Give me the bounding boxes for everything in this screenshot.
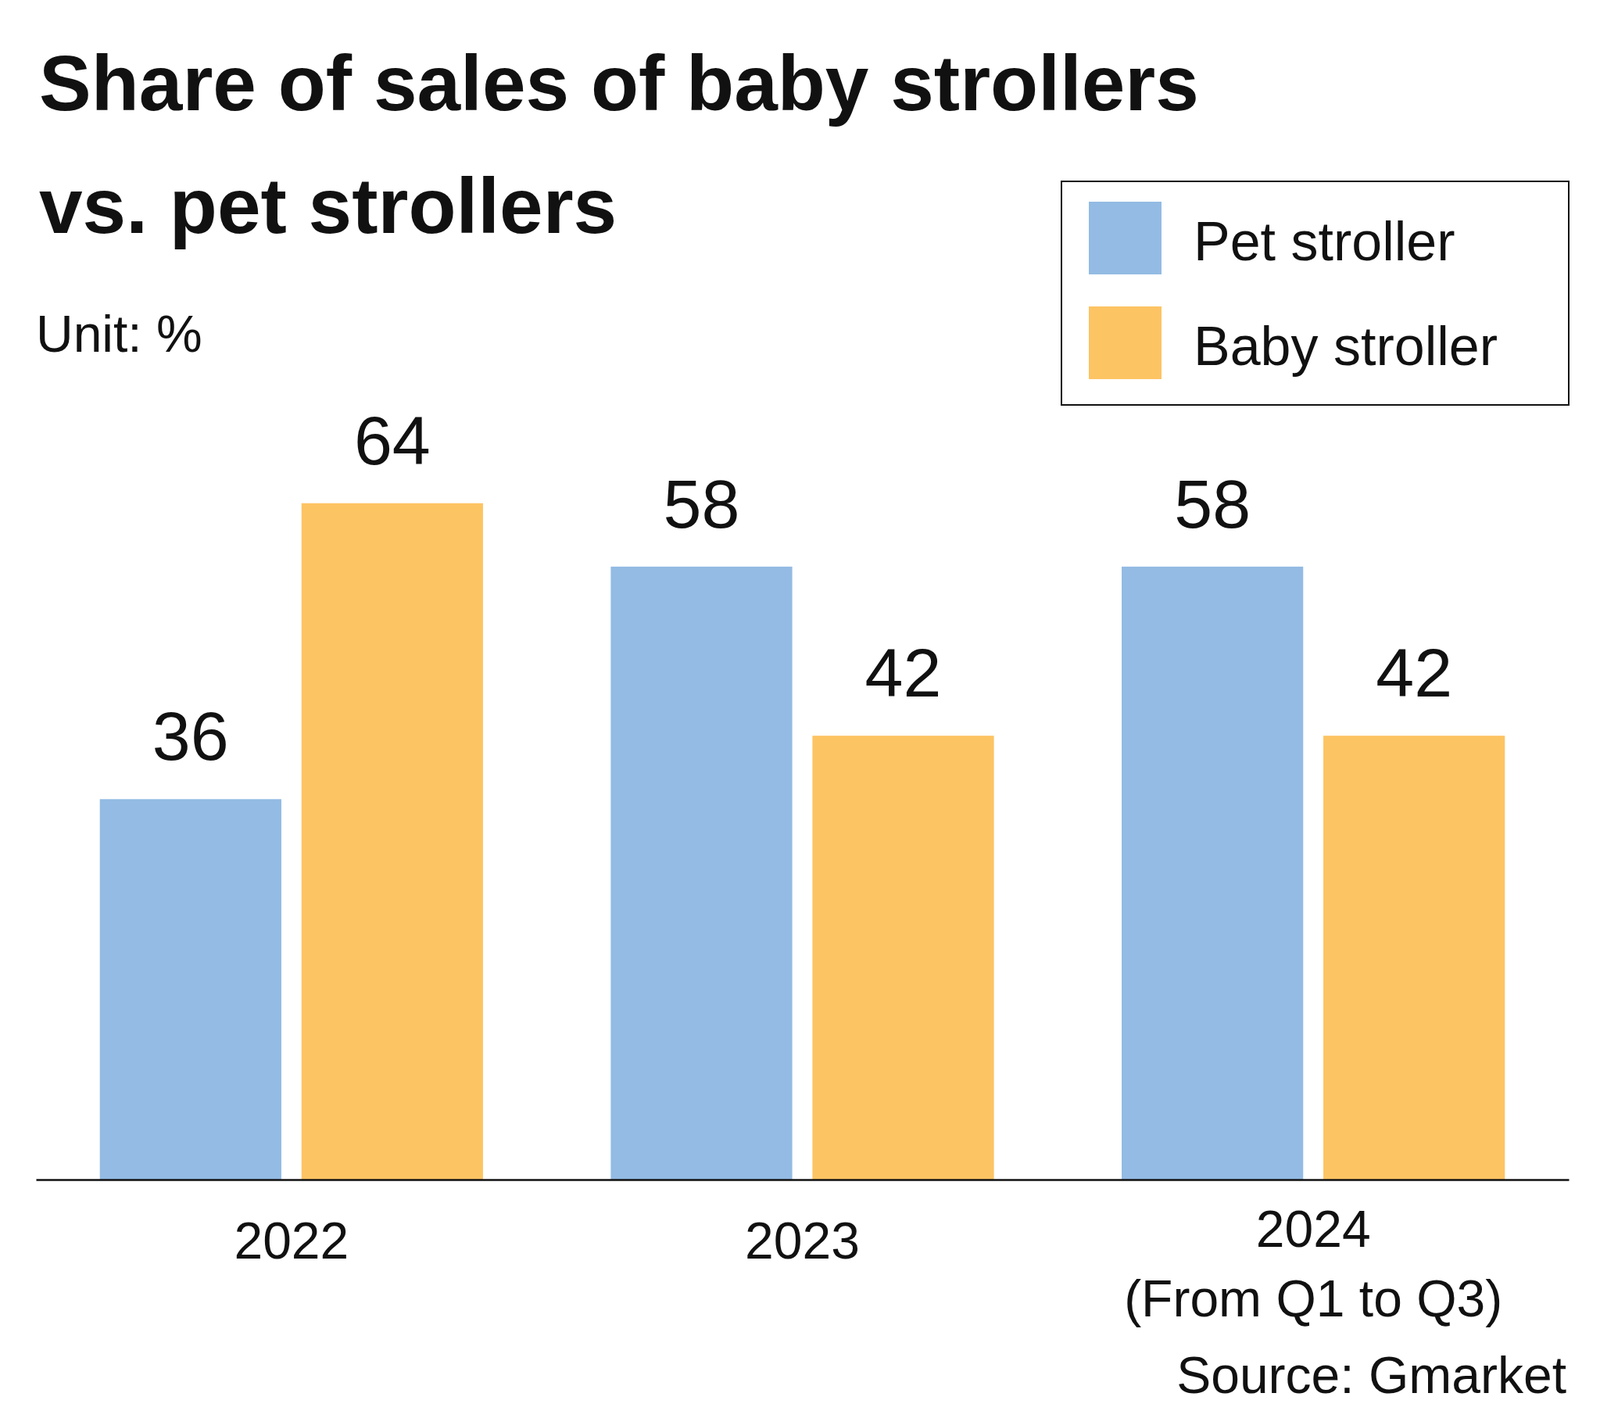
legend-swatch	[1088, 306, 1162, 380]
tick: 2024 (From Q1 to Q3)	[1123, 1199, 1503, 1328]
data-label: 58	[1174, 465, 1251, 543]
tick-label-line: 2022	[233, 1211, 349, 1270]
data-label: 42	[865, 633, 942, 712]
legend: Pet stroller Baby stroller	[1061, 181, 1569, 405]
bar	[301, 503, 484, 1180]
legend-label: Baby stroller	[1193, 315, 1498, 377]
tick: 2023	[744, 1211, 860, 1270]
data-label: 58	[663, 465, 741, 543]
data-label: 64	[354, 401, 431, 480]
tick: 2022	[233, 1211, 349, 1270]
axis-line	[36, 1178, 1570, 1182]
bars	[100, 503, 1506, 1180]
title-line: Share of sales of baby strollers	[39, 39, 1200, 127]
x-axis: 2022 2023 2024 (From Q1 to Q3)	[36, 1180, 1570, 1328]
bar	[1323, 735, 1505, 1180]
tick-label-line: 2024	[1256, 1199, 1371, 1258]
legend-label: Pet stroller	[1193, 211, 1456, 273]
tick-label-line: 2023	[744, 1211, 860, 1270]
bar	[812, 735, 994, 1180]
source: Source: Gmarket	[1176, 1345, 1567, 1404]
title-line: vs. pet strollers	[39, 161, 617, 250]
tick-label: 2024 (From Q1 to Q3)	[1123, 1199, 1503, 1328]
legend-swatch	[1088, 201, 1162, 275]
tick-label: 2022	[233, 1211, 349, 1270]
subtitle: Unit: %	[35, 304, 203, 363]
title: Share of sales of baby strollers vs. pet …	[39, 39, 1200, 250]
tick-label-line: (From Q1 to Q3)	[1123, 1269, 1503, 1328]
chart: Share of sales of baby strollers vs. pet …	[0, 0, 1600, 1411]
data-labels: 36 58 58 64 42 42	[152, 401, 1453, 776]
data-label: 42	[1375, 633, 1453, 712]
bar	[100, 798, 282, 1180]
legend-box	[1061, 181, 1569, 405]
bar	[610, 566, 792, 1180]
tick-label: 2023	[744, 1211, 860, 1270]
bar	[1121, 566, 1303, 1180]
data-label: 36	[152, 697, 230, 775]
